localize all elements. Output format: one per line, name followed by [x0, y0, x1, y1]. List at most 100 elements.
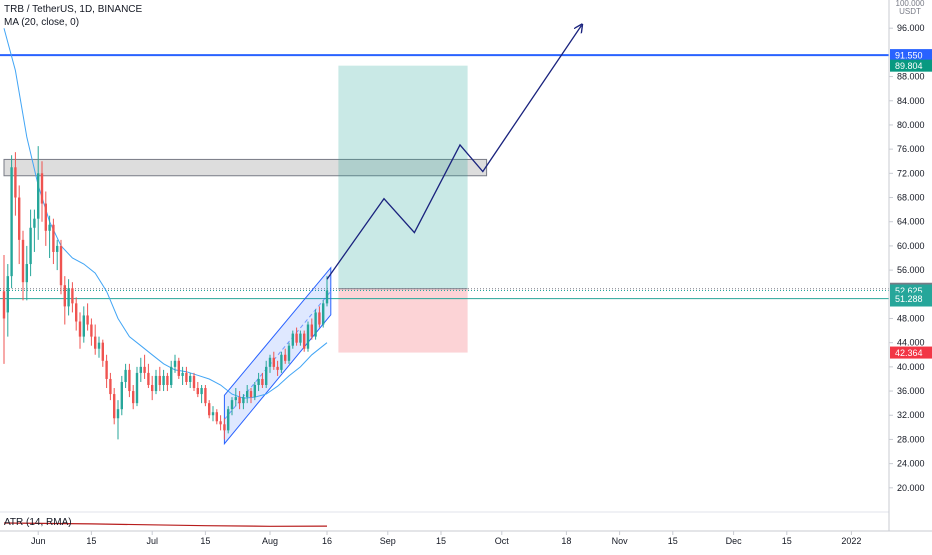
candle[interactable]	[325, 276, 329, 307]
candle[interactable]	[14, 152, 17, 216]
candle[interactable]	[59, 239, 63, 295]
candle[interactable]	[265, 360, 268, 389]
take-profit-zone[interactable]	[338, 65, 468, 289]
candle[interactable]	[170, 360, 173, 389]
candle[interactable]	[177, 357, 180, 379]
ascending-channel[interactable]	[223, 266, 332, 446]
candle[interactable]	[284, 348, 287, 364]
candle[interactable]	[181, 366, 184, 385]
supply-zone[interactable]	[3, 158, 488, 177]
candle[interactable]	[318, 306, 321, 328]
candle[interactable]	[18, 185, 21, 265]
candle[interactable]	[40, 161, 44, 222]
candle[interactable]	[2, 254, 6, 364]
candle[interactable]	[322, 300, 325, 328]
candle[interactable]	[67, 279, 70, 316]
candle[interactable]	[94, 324, 97, 355]
candle[interactable]	[154, 369, 158, 395]
candle[interactable]	[147, 363, 150, 389]
candle[interactable]	[238, 391, 241, 410]
candle[interactable]	[234, 388, 237, 407]
candle[interactable]	[132, 385, 135, 410]
candle[interactable]	[6, 264, 9, 337]
candle[interactable]	[230, 397, 234, 416]
candle[interactable]	[71, 282, 74, 313]
candle[interactable]	[75, 297, 78, 331]
candle[interactable]	[37, 146, 40, 240]
candle[interactable]	[295, 327, 298, 346]
candle[interactable]	[44, 191, 47, 246]
candle[interactable]	[306, 321, 310, 352]
candle[interactable]	[128, 363, 131, 398]
candle[interactable]	[189, 372, 192, 389]
candle[interactable]	[261, 372, 264, 389]
candle[interactable]	[78, 312, 82, 349]
candle[interactable]	[291, 330, 294, 349]
candle[interactable]	[10, 155, 13, 289]
candle[interactable]	[135, 366, 139, 407]
candle[interactable]	[48, 215, 51, 258]
candle[interactable]	[219, 415, 222, 431]
candle[interactable]	[310, 318, 313, 340]
candle[interactable]	[223, 418, 226, 440]
candle[interactable]	[173, 354, 177, 373]
ma-legend[interactable]: MA (20, close, 0)	[4, 17, 80, 28]
candle[interactable]	[120, 375, 123, 416]
candle[interactable]	[25, 245, 28, 301]
candle[interactable]	[151, 375, 154, 401]
atr-line[interactable]	[3, 522, 328, 527]
price-tag-ma[interactable]: 51.288	[890, 292, 932, 305]
candle[interactable]	[208, 400, 211, 419]
candle[interactable]	[196, 381, 199, 398]
candle[interactable]	[246, 385, 249, 404]
price-tag-horizontal-line[interactable]: 91.550	[890, 49, 932, 62]
candle[interactable]	[97, 336, 101, 358]
candle[interactable]	[101, 339, 104, 367]
candle[interactable]	[253, 381, 256, 401]
candle[interactable]	[227, 406, 230, 434]
candle[interactable]	[33, 209, 36, 252]
candle[interactable]	[124, 363, 127, 389]
candle[interactable]	[280, 351, 283, 373]
candle[interactable]	[249, 388, 253, 404]
price-tag-target[interactable]: 89.804	[890, 59, 932, 72]
candle[interactable]	[158, 366, 161, 392]
candle[interactable]	[185, 366, 188, 385]
candle[interactable]	[200, 385, 203, 404]
candle[interactable]	[116, 400, 120, 440]
candle[interactable]	[143, 354, 146, 379]
candle[interactable]	[272, 351, 275, 370]
candle[interactable]	[21, 230, 25, 301]
candle[interactable]	[166, 372, 169, 392]
candle[interactable]	[105, 354, 108, 389]
candle[interactable]	[211, 406, 215, 422]
candle[interactable]	[268, 354, 272, 373]
symbol-legend[interactable]: TRB / TetherUS, 1D, BINANCE	[4, 4, 143, 15]
candle[interactable]	[86, 303, 89, 331]
candle[interactable]	[303, 330, 306, 352]
candle[interactable]	[113, 388, 116, 425]
candle[interactable]	[52, 218, 55, 265]
candle[interactable]	[109, 372, 112, 401]
candle[interactable]	[82, 306, 85, 343]
projection-path-line[interactable]	[326, 25, 582, 280]
candle[interactable]	[276, 360, 279, 376]
candle[interactable]	[162, 369, 165, 392]
price-tag-stop[interactable]: 42.364	[890, 346, 932, 359]
candle[interactable]	[299, 330, 302, 346]
candle[interactable]	[257, 372, 260, 392]
candle[interactable]	[90, 318, 93, 346]
candle[interactable]	[139, 357, 142, 382]
candle[interactable]	[56, 239, 59, 271]
candle[interactable]	[287, 342, 291, 364]
candle[interactable]	[215, 409, 218, 425]
atr-legend[interactable]: ATR (14, RMA)	[4, 517, 72, 528]
candle[interactable]	[29, 209, 32, 277]
candle[interactable]	[314, 309, 317, 340]
candle[interactable]	[242, 394, 245, 410]
moving-average-line[interactable]	[3, 28, 328, 399]
candle[interactable]	[192, 372, 196, 392]
candle[interactable]	[63, 276, 66, 325]
